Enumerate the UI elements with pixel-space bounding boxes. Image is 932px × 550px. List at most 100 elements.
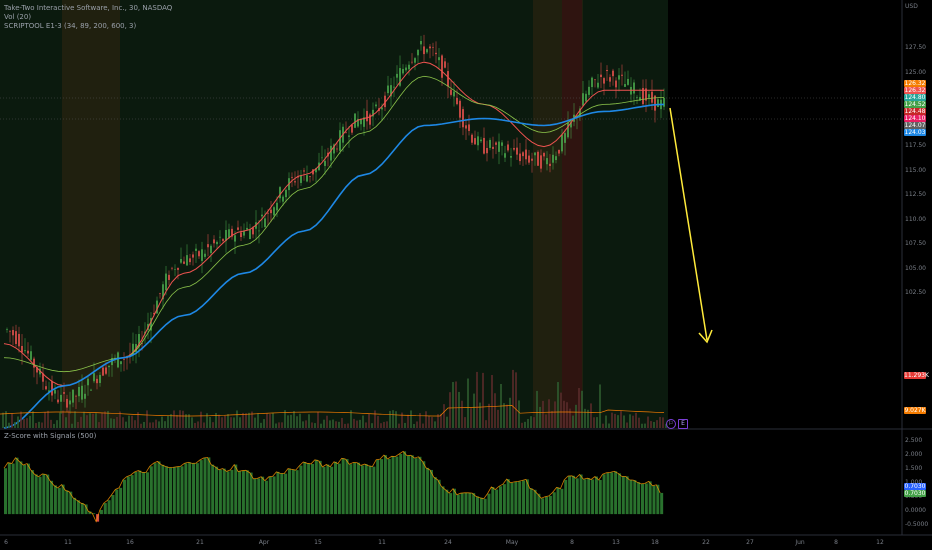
candle-body <box>600 74 602 78</box>
zscore-bar <box>376 459 380 515</box>
zscore-bar <box>614 471 618 515</box>
indicator-scriptool-label[interactable]: SCRIPTOOL E1-3 (34, 89, 200, 600, 3) <box>4 22 137 30</box>
candle-body <box>156 300 158 314</box>
volume-bar <box>47 410 49 428</box>
volume-bar <box>509 397 511 428</box>
volume-bar <box>194 422 196 428</box>
symbol-title[interactable]: Take-Two Interactive Software, Inc., 30,… <box>4 4 173 12</box>
volume-bar <box>353 418 355 428</box>
candle-body <box>48 390 50 393</box>
volume-bar <box>647 416 649 428</box>
volume-bar <box>623 415 625 428</box>
volume-bar <box>389 410 391 428</box>
candle-body <box>561 134 563 152</box>
candle-body <box>510 156 512 158</box>
zscore-bar <box>637 482 641 515</box>
volume-bar <box>176 414 178 428</box>
volume-bar <box>386 421 388 428</box>
candle-body <box>462 109 464 128</box>
zscore-bar <box>30 470 34 515</box>
candle-body <box>423 46 425 55</box>
flag-icon[interactable]: ⚐ <box>666 419 676 429</box>
zscore-bar <box>621 476 625 515</box>
zscore-legend[interactable]: Z-Score with Signals (500) <box>4 432 97 440</box>
zscore-bar <box>598 479 602 515</box>
zscore-bar <box>73 497 77 515</box>
zscore-bar <box>345 459 349 515</box>
earnings-icon[interactable]: E <box>678 419 688 429</box>
volume-bar <box>299 413 301 428</box>
volume-bar <box>371 423 373 428</box>
zscore-bar <box>130 475 134 515</box>
volume-bar <box>641 423 643 428</box>
volume-bar <box>584 408 586 428</box>
zscore-bar <box>656 484 660 515</box>
zscore-bar <box>625 476 629 515</box>
zscore-bar <box>537 493 541 515</box>
zscore-bar <box>322 466 326 515</box>
candle-body <box>129 354 131 355</box>
candle-body <box>165 273 167 291</box>
zscore-bar <box>161 464 165 515</box>
zscore-bar <box>107 500 111 515</box>
volume-bar <box>272 412 274 428</box>
zscore-bar <box>349 464 353 515</box>
volume-bar <box>14 421 16 428</box>
price-tick-label: 125.00 <box>905 68 926 76</box>
indicator-volume-label[interactable]: Vol (20) <box>4 13 32 21</box>
volume-bar <box>344 423 346 428</box>
candle-body <box>618 75 620 80</box>
candle-body <box>120 361 122 365</box>
zscore-bar <box>122 479 126 515</box>
zscore-bar <box>441 486 445 515</box>
zscore-bar <box>215 466 219 515</box>
candle-body <box>459 100 461 118</box>
volume-bar <box>611 412 613 428</box>
zscore-tick-label: 1.500 <box>905 465 923 472</box>
candle-body <box>528 155 530 163</box>
candle-body <box>588 86 590 95</box>
candle-body <box>399 68 401 86</box>
volume-bar <box>644 423 646 428</box>
volume-bar <box>173 410 175 428</box>
future-area <box>668 0 902 428</box>
zscore-bar <box>241 470 245 515</box>
volume-bar <box>206 413 208 428</box>
zscore-bar <box>76 500 80 515</box>
candle-body <box>651 91 653 103</box>
volume-bar <box>290 414 292 428</box>
volume-bar <box>638 417 640 428</box>
candle-body <box>447 71 449 87</box>
volume-bar <box>341 417 343 428</box>
candle-body <box>96 378 98 384</box>
candle-body <box>354 113 356 128</box>
volume-bar <box>620 411 622 428</box>
volume-bar <box>326 415 328 428</box>
candle-body <box>321 157 323 159</box>
volume-bar <box>59 412 61 428</box>
candle-body <box>384 95 386 108</box>
volume-bar <box>155 419 157 428</box>
zscore-bar <box>27 463 31 515</box>
zscore-bar <box>502 484 506 515</box>
price-tag: 126.32 <box>904 87 926 94</box>
zscore-bar <box>360 465 364 515</box>
candle-body <box>210 245 212 254</box>
zscore-bar <box>372 466 376 515</box>
volume-bar <box>140 423 142 428</box>
candle-body <box>267 212 269 214</box>
volume-bar <box>578 388 580 428</box>
candle-body <box>648 94 650 98</box>
volume-bar <box>281 422 283 428</box>
zscore-bar <box>11 463 15 515</box>
candle-body <box>333 144 335 154</box>
volume-bar <box>494 393 496 428</box>
candle-body <box>468 124 470 131</box>
zscore-bar <box>606 472 610 515</box>
zscore-bar <box>257 478 261 515</box>
zscore-bar <box>487 493 491 515</box>
candle-body <box>204 253 206 257</box>
volume-bar <box>134 420 136 428</box>
zscore-tag: 0.7030 <box>904 490 926 497</box>
